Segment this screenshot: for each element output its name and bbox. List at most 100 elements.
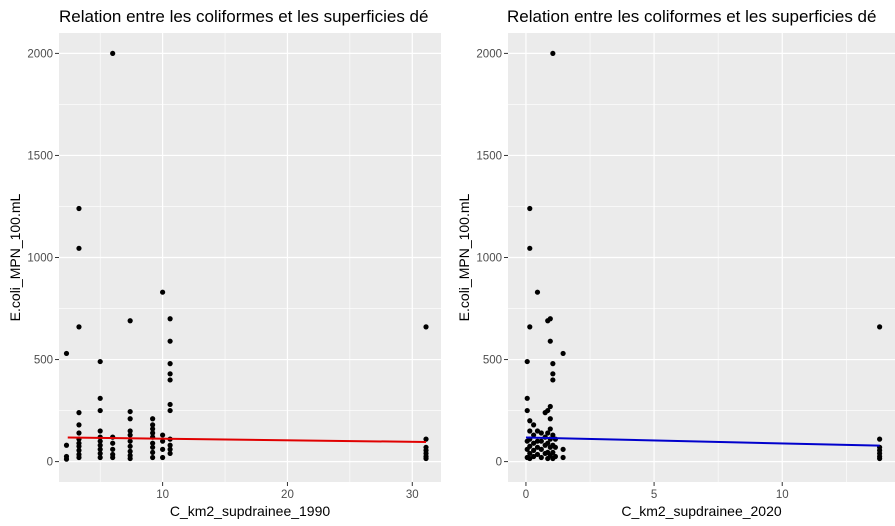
- data-point: [97, 428, 103, 434]
- data-point: [167, 442, 173, 448]
- data-point: [97, 407, 103, 414]
- data-point: [97, 446, 103, 452]
- data-point: [547, 403, 553, 410]
- data-point: [531, 432, 537, 438]
- y-tick-label: 0: [496, 457, 502, 469]
- data-point: [110, 50, 116, 57]
- y-tick-label: 2000: [476, 48, 502, 60]
- data-point: [97, 358, 103, 365]
- data-point: [545, 430, 551, 436]
- chart-panel-1: 10 20 30 0 500 1000 1500 2000 Relation entre les…: [7, 7, 441, 519]
- data-point: [524, 358, 530, 365]
- data-point: [150, 422, 156, 428]
- x-tick-label: 20: [281, 489, 294, 501]
- data-point: [167, 446, 173, 452]
- data-point: [550, 361, 556, 367]
- data-point: [150, 426, 156, 432]
- data-point: [167, 338, 173, 344]
- x-tick-label: 30: [406, 489, 419, 501]
- y-tick-label: 2000: [27, 48, 53, 60]
- data-point: [534, 438, 541, 444]
- data-point: [127, 416, 133, 422]
- data-point: [423, 455, 429, 462]
- data-point: [167, 361, 173, 367]
- data-point: [534, 289, 541, 295]
- data-point: [550, 377, 556, 383]
- y-tick-label: 500: [483, 355, 502, 367]
- fit-line: [67, 436, 427, 443]
- data-point: [531, 440, 537, 446]
- data-point: [877, 455, 883, 462]
- data-point: [160, 454, 166, 461]
- data-point: [538, 438, 544, 444]
- fit-line: [525, 436, 880, 447]
- data-points: [524, 50, 883, 462]
- data-point: [97, 438, 103, 444]
- y-axis-label: E.coli_MPN_100.mL: [456, 193, 472, 321]
- data-point: [527, 205, 533, 212]
- data-point: [63, 442, 70, 448]
- data-point: [76, 443, 82, 449]
- data-point: [110, 440, 116, 446]
- data-point: [167, 371, 173, 377]
- data-point: [534, 428, 541, 434]
- data-point: [76, 245, 82, 251]
- data-point: [531, 453, 537, 460]
- data-point: [167, 401, 173, 408]
- data-point: [63, 456, 70, 462]
- data-point: [527, 443, 533, 449]
- data-point: [538, 430, 544, 436]
- data-point: [524, 407, 530, 414]
- data-point: [547, 416, 553, 422]
- data-point: [167, 407, 173, 414]
- data-point: [76, 205, 82, 212]
- data-point: [167, 316, 173, 322]
- data-point: [76, 422, 82, 428]
- data-point: [560, 454, 566, 461]
- x-tick-label: 5: [651, 489, 657, 501]
- data-point: [527, 245, 533, 251]
- data-point: [150, 440, 156, 446]
- y-tick-label: 1500: [476, 150, 502, 162]
- data-point: [150, 430, 156, 436]
- data-point: [527, 324, 533, 330]
- data-point: [127, 408, 133, 415]
- data-point: [534, 444, 541, 450]
- y-axis-label: E.coli_MPN_100.mL: [7, 193, 23, 321]
- chart-panel-2: 0 5 10 0 500 1000 1500 2000 Relation entre les c…: [456, 7, 895, 519]
- data-point: [527, 450, 533, 457]
- data-point: [160, 289, 166, 295]
- data-point: [560, 350, 566, 357]
- data-point: [110, 446, 116, 452]
- data-point: [97, 442, 103, 448]
- data-point: [534, 451, 541, 458]
- data-point: [97, 395, 103, 401]
- title-clip-mask: [446, 0, 454, 30]
- data-point: [150, 444, 156, 450]
- data-point: [552, 453, 559, 460]
- data-point: [550, 371, 556, 377]
- data-point: [545, 440, 551, 446]
- data-point: [76, 410, 82, 416]
- data-point: [538, 454, 544, 461]
- data-point: [550, 449, 556, 456]
- data-point: [877, 324, 883, 330]
- data-point: [76, 430, 82, 436]
- data-point: [150, 454, 156, 461]
- data-point: [127, 443, 133, 449]
- chart-title: Relation entre les coliformes et les sup…: [59, 7, 428, 26]
- data-point: [538, 446, 544, 452]
- y-tick-label: 1500: [27, 150, 53, 162]
- data-point: [127, 438, 133, 444]
- y-tick-label: 1000: [27, 253, 53, 265]
- data-point: [423, 324, 429, 330]
- x-tick-label: 10: [776, 489, 789, 501]
- data-point: [167, 377, 173, 383]
- data-point: [160, 446, 166, 452]
- x-axis-label: C_km2_supdrainee_2020: [621, 503, 782, 519]
- data-point: [150, 416, 156, 422]
- data-point: [167, 450, 173, 457]
- y-tick-label: 0: [47, 457, 53, 469]
- data-point: [527, 418, 533, 424]
- chart-title: Relation entre les coliformes et les sup…: [507, 7, 876, 26]
